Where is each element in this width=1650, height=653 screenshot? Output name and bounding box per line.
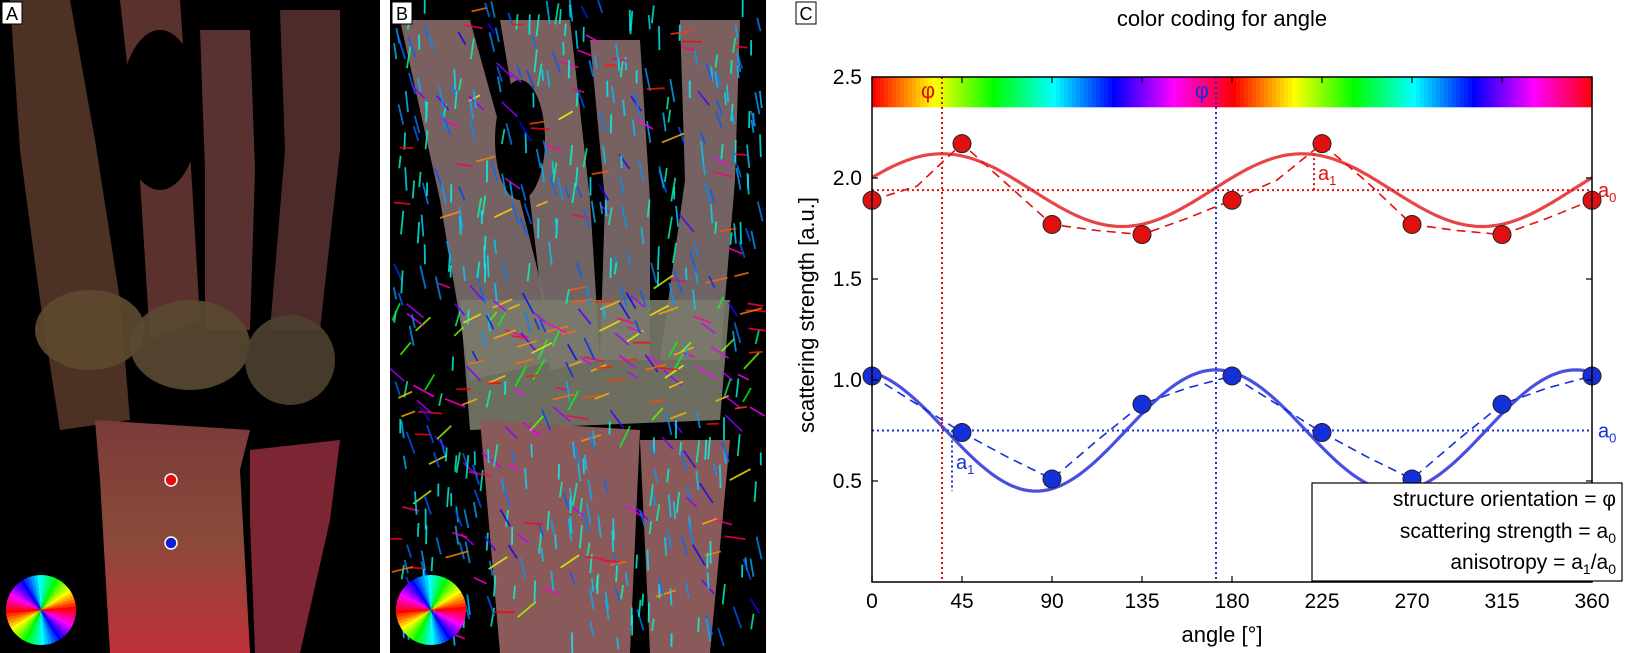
legend-scattering-strength: scattering strength = a0: [1400, 520, 1616, 546]
red-a0-label: a0: [1598, 180, 1616, 205]
blue-data-point: [1042, 469, 1062, 489]
red-location-marker: [164, 473, 178, 487]
blue-phi-label: φ: [1195, 78, 1209, 103]
blue-data-point: [1312, 423, 1332, 443]
panel-a-label-box: [1, 1, 23, 25]
panel-b-label: B: [396, 4, 408, 24]
panel-b-vector-image: [390, 0, 766, 653]
red-data-point: [1042, 214, 1062, 234]
panel-b-label-box: [391, 1, 413, 25]
angle-colorbar: [872, 77, 1593, 108]
panel-a: A: [0, 0, 380, 653]
panel-a-color-wheel: [5, 574, 77, 646]
panel-c-label: C: [800, 4, 813, 24]
y-tick-label: 2.5: [833, 66, 862, 89]
x-tick-label: 0: [866, 590, 878, 613]
red-data-point: [1402, 214, 1422, 234]
red-data-point: [1312, 134, 1332, 154]
y-tick-label: 0.5: [833, 470, 862, 493]
red-a1-label: a1: [1318, 163, 1336, 188]
red-phi-label: φ: [921, 78, 935, 103]
blue-measured-line: [871, 375, 1593, 480]
y-tick-label: 2.0: [833, 167, 862, 190]
x-tick-label: 225: [1304, 590, 1339, 613]
legend-orientation: structure orientation = φ: [1393, 488, 1616, 511]
panel-c-label-box: [795, 1, 817, 25]
blue-data-point: [1132, 394, 1152, 414]
x-tick-label: 270: [1394, 590, 1429, 613]
x-tick-label: 90: [1040, 590, 1063, 613]
blue-location-marker: [164, 536, 178, 550]
blue-data-point: [1492, 394, 1512, 414]
legend-anisotropy: anisotropy = a1/a0: [1450, 551, 1616, 577]
x-tick-label: 180: [1214, 590, 1249, 613]
red-data-point: [1492, 225, 1512, 245]
y-tick-label: 1.0: [833, 369, 862, 392]
panel-a-label: A: [6, 4, 18, 24]
colorbar-title: color coding for angle: [1117, 6, 1327, 31]
x-tick-label: 45: [950, 590, 973, 613]
panel-b-color-wheel: [395, 574, 467, 646]
panel-c: C color coding for angle 0 45 90 135 180 225 2…: [794, 1, 1623, 647]
y-axis-label: scattering strength [a.u.]: [794, 197, 819, 433]
x-tick-label: 360: [1574, 590, 1609, 613]
red-measured-line: [871, 142, 1593, 236]
red-data-point: [1222, 190, 1242, 210]
red-data-point: [1132, 225, 1152, 245]
blue-a0-label: a0: [1598, 421, 1616, 446]
panel-b: B: [390, 0, 766, 653]
blue-data-point: [952, 423, 972, 443]
y-tick-label: 1.5: [833, 268, 862, 291]
legend-box: structure orientation = φ scattering str…: [1311, 482, 1623, 582]
x-tick-label: 315: [1484, 590, 1519, 613]
x-axis-label: angle [°]: [1182, 622, 1263, 647]
legend-frame: [1311, 482, 1623, 582]
x-tick-label: 135: [1124, 590, 1159, 613]
red-fit-curve: [871, 152, 1593, 229]
red-data-point: [952, 134, 972, 154]
blue-data-point: [1222, 366, 1242, 386]
